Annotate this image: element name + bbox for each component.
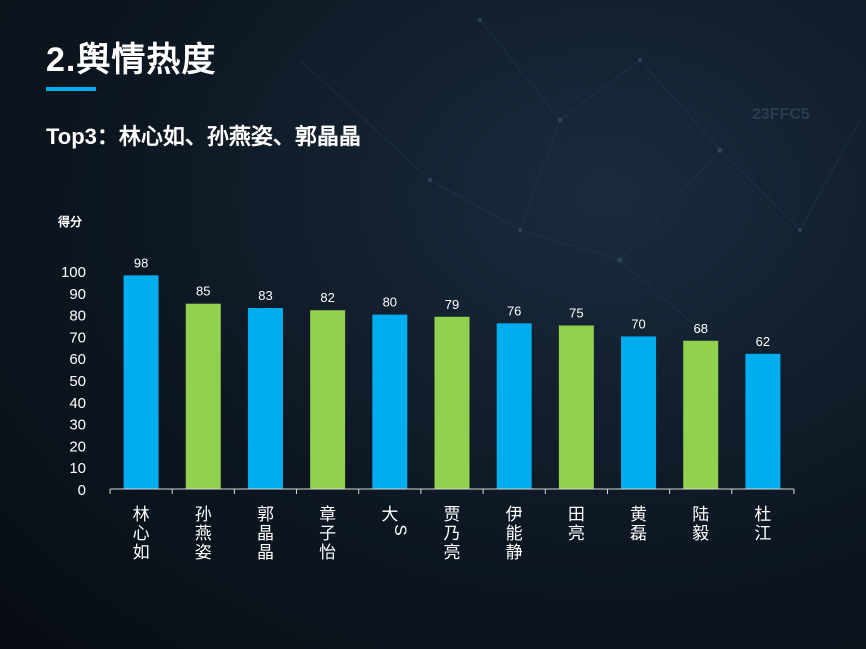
data-label: 70 — [631, 316, 645, 331]
data-label: 82 — [320, 290, 334, 305]
bar — [558, 325, 594, 489]
x-tick-label: 黄磊 — [630, 505, 647, 544]
page-title: 2.舆情热度 — [46, 41, 217, 79]
y-tick-label: 80 — [69, 308, 86, 325]
data-label: 83 — [258, 288, 272, 303]
y-tick-label: 90 — [69, 286, 86, 303]
bars — [123, 275, 781, 489]
bar — [310, 310, 346, 489]
y-tick-label: 10 — [69, 460, 86, 477]
x-tick-label: 田亮 — [568, 505, 585, 544]
x-tick-label: 孙燕姿 — [195, 505, 212, 563]
bar — [683, 340, 719, 489]
title-underline — [46, 87, 96, 91]
y-axis-label: 得分 — [58, 215, 83, 229]
data-label: 80 — [383, 295, 397, 310]
data-label: 76 — [507, 303, 521, 318]
data-label: 79 — [445, 297, 459, 312]
x-tick-label: 杜江 — [754, 505, 771, 544]
page-subtitle: Top3：林心如、孙燕姿、郭晶晶 — [46, 124, 361, 149]
y-tick-label: 40 — [69, 395, 86, 412]
y-axis-ticks: 0 10 20 30 40 50 60 70 80 90 100 — [61, 264, 86, 499]
y-tick-label: 50 — [69, 373, 86, 390]
y-tick-label: 60 — [69, 351, 86, 368]
x-tick-label: 林心如 — [133, 505, 150, 563]
x-tick-label: 郭晶晶 — [257, 505, 274, 563]
y-tick-label: 20 — [69, 438, 86, 455]
x-tick-label-rotated-char: S — [391, 524, 410, 535]
bar — [434, 316, 470, 489]
y-tick-label: 100 — [61, 264, 86, 281]
x-tick-label: 大 — [381, 505, 398, 525]
x-axis-labels: 林心如 孙燕姿 郭晶晶 章子怡 大S 贾乃亮 伊能静 田亮 黄磊 陆毅 杜江 — [133, 505, 772, 563]
y-tick-label: 70 — [69, 329, 86, 346]
x-tick-label: 章子怡 — [319, 505, 336, 563]
bar — [247, 308, 283, 489]
bar — [745, 353, 781, 489]
x-tick-label: 贾乃亮 — [444, 505, 461, 563]
bar — [372, 314, 408, 489]
bar — [185, 303, 221, 489]
data-label: 98 — [134, 255, 148, 270]
bar — [123, 275, 159, 489]
bar — [621, 336, 657, 489]
x-tick-label: 伊能静 — [506, 505, 523, 563]
background-code-text: 23FFC5 — [752, 106, 810, 123]
data-label: 62 — [756, 334, 770, 349]
data-label: 75 — [569, 306, 583, 321]
data-label: 68 — [693, 321, 707, 336]
y-tick-label: 30 — [69, 417, 86, 434]
x-axis — [109, 488, 795, 494]
data-labels: 98 85 83 82 80 79 76 75 70 68 62 — [134, 255, 770, 348]
data-label: 85 — [196, 284, 210, 299]
bar — [496, 323, 532, 489]
x-tick-label: 陆毅 — [692, 505, 709, 544]
y-tick-label: 0 — [78, 482, 86, 499]
